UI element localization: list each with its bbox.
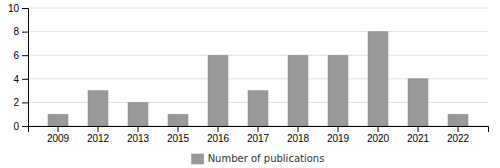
y-tick-mark (22, 8, 28, 9)
x-tick: 2022 (447, 126, 470, 144)
y-tick: 4 (13, 74, 28, 85)
y-tick: 0 (13, 121, 28, 132)
bar (88, 91, 108, 126)
x-tick: 2018 (287, 126, 310, 144)
y-tick-label: 0 (13, 121, 19, 132)
x-tick-label: 2018 (287, 133, 310, 144)
legend-swatch (192, 154, 204, 164)
plot: 2009 2012 2013 2015 2016 2017 2018 2019 2020 2021… (8, 3, 489, 144)
x-tick: 2015 (167, 126, 190, 144)
y-tick-mark (22, 79, 28, 80)
x-axis: 2009 2012 2013 2015 2016 2017 2018 2019 2020 2021… (29, 126, 489, 144)
y-tick-label: 10 (8, 3, 20, 14)
y-axis: 0 2 4 6 8 10 (8, 3, 29, 132)
grid-line (28, 55, 488, 56)
bar (128, 102, 148, 126)
y-tick: 8 (13, 26, 28, 37)
x-tick-mark (58, 126, 59, 132)
bar (248, 91, 268, 126)
x-tick-mark (418, 126, 419, 132)
legend-item: Number of publications (192, 153, 325, 164)
x-tick-mark (298, 126, 299, 132)
x-tick-mark (98, 126, 99, 132)
legend: Number of publications (192, 153, 325, 164)
x-tick: 2017 (247, 126, 270, 144)
y-tick-mark (22, 126, 28, 127)
x-tick-label: 2009 (47, 133, 70, 144)
x-tick-label: 2017 (247, 133, 270, 144)
marks (48, 32, 468, 126)
x-tick: 2009 (47, 126, 70, 144)
bar (48, 114, 68, 126)
y-tick-mark (22, 55, 28, 56)
bar (328, 55, 348, 126)
legend-label: Number of publications (208, 153, 325, 164)
y-axis-line (22, 9, 29, 127)
y-tick: 10 (8, 3, 28, 14)
x-tick-label: 2020 (367, 133, 390, 144)
grid (28, 8, 488, 126)
x-tick: 2012 (87, 126, 110, 144)
x-tick-label: 2015 (167, 133, 190, 144)
y-tick-mark (22, 102, 28, 103)
bar (368, 32, 388, 126)
bar (168, 114, 188, 126)
grid-line (28, 31, 488, 32)
y-tick: 6 (13, 50, 28, 61)
bar (448, 114, 468, 126)
x-tick-label: 2022 (447, 133, 470, 144)
bar-series (48, 32, 468, 126)
x-tick: 2013 (127, 126, 150, 144)
x-tick: 2019 (327, 126, 350, 144)
x-tick-label: 2019 (327, 133, 350, 144)
x-tick: 2021 (407, 126, 430, 144)
x-axis-line (29, 127, 489, 133)
y-tick-mark (22, 32, 28, 33)
x-tick-mark (178, 126, 179, 132)
x-tick-mark (138, 126, 139, 132)
x-tick: 2016 (207, 126, 230, 144)
bar (208, 55, 228, 126)
x-tick-mark (378, 126, 379, 132)
x-tick-label: 2021 (407, 133, 430, 144)
x-tick-mark (258, 126, 259, 132)
x-tick: 2020 (367, 126, 390, 144)
x-tick-mark (458, 126, 459, 132)
bar (288, 55, 308, 126)
bar (408, 79, 428, 126)
x-tick-label: 2013 (127, 133, 150, 144)
x-tick-mark (218, 126, 219, 132)
y-tick-label: 6 (13, 50, 19, 61)
y-tick-label: 2 (13, 97, 19, 108)
chart: 2009 2012 2013 2015 2016 2017 2018 2019 2020 2021… (0, 0, 500, 168)
y-tick-label: 4 (13, 74, 19, 85)
x-tick-label: 2012 (87, 133, 110, 144)
x-tick-mark (338, 126, 339, 132)
y-tick-label: 8 (13, 26, 19, 37)
grid-line (28, 8, 488, 9)
x-tick-label: 2016 (207, 133, 230, 144)
y-tick: 2 (13, 97, 28, 108)
